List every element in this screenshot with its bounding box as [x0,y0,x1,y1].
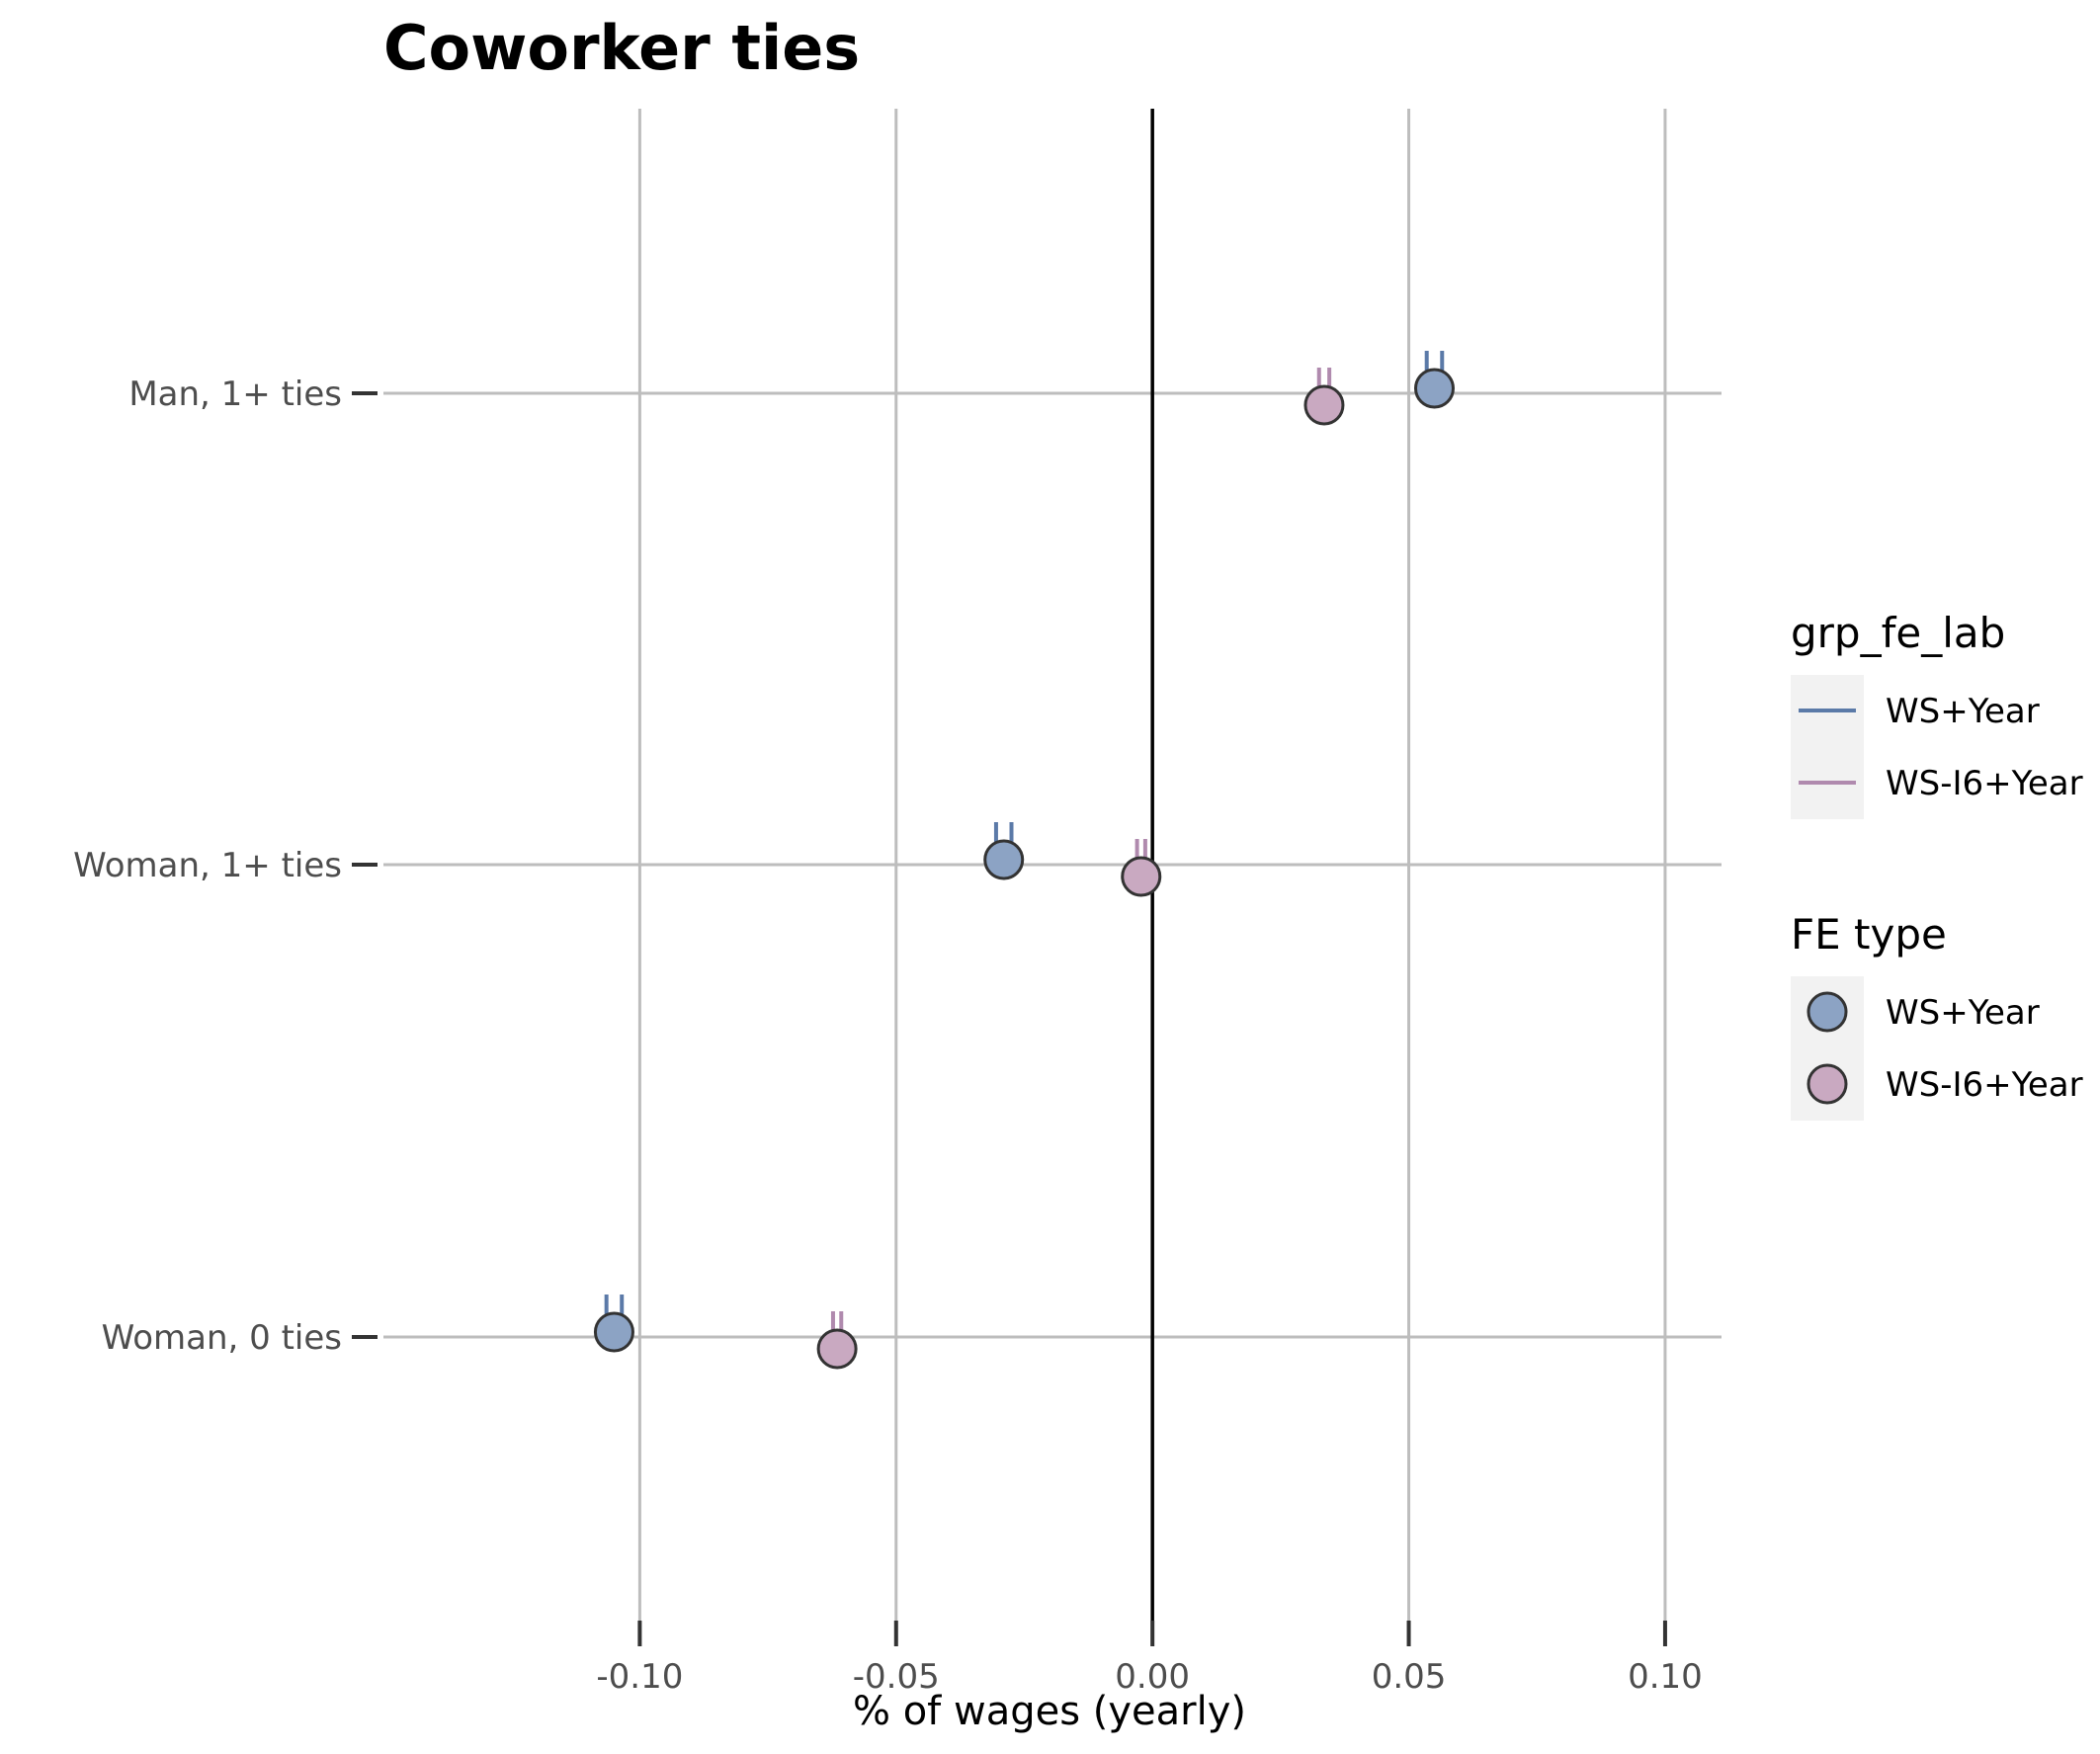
legend-entry-label: WS+Year [1886,993,2040,1033]
legend-entry-label: WS+Year [1886,692,2040,731]
x-tick-label: 0.10 [1628,1657,1703,1697]
chart-title: Coworker ties [383,12,860,84]
x-axis-title: % of wages (yearly) [853,1689,1246,1734]
legend-title: grp_fe_lab [1791,609,2005,657]
y-tick-label: Woman, 1+ ties [73,846,342,885]
legend-point-key [1806,1063,1848,1105]
y-tick-label: Woman, 0 ties [102,1318,342,1358]
mark-layer [593,351,1455,1370]
x-tick-label: -0.05 [853,1657,940,1697]
estimate-point [1121,856,1162,897]
x-tick-label: 0.05 [1372,1657,1447,1697]
legend-entry-label: WS-I6+Year [1886,764,2083,803]
legend-point-key [1806,991,1848,1033]
x-tick-label: 0.00 [1115,1657,1190,1697]
estimate-point [1303,384,1345,426]
y-tick-label: Man, 1+ ties [128,375,342,414]
x-tick-label: -0.10 [596,1657,683,1697]
legend-layer: grp_fe_lab WS+Year WS-I6+Year FE type WS+Yea… [1791,609,2083,1121]
estimate-point [1413,368,1455,409]
estimate-point [593,1311,634,1353]
legend-key-background [1791,675,1864,819]
estimate-point [983,839,1025,880]
legend-entry-label: WS-I6+Year [1886,1065,2083,1105]
legend-title: FE type [1791,910,1947,959]
estimate-point [816,1328,858,1370]
grid-layer [383,109,1722,1621]
axis-layer: -0.10 -0.05 0.00 0.05 0.10 Man, 1+ ties Woman,… [73,375,1703,1697]
